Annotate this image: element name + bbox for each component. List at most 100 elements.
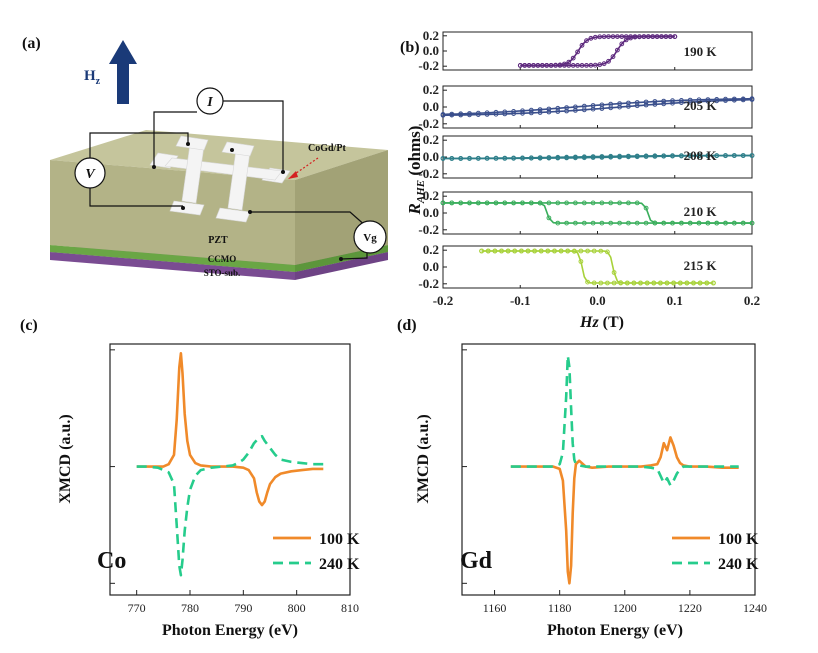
data-point <box>670 220 675 226</box>
data-point <box>592 34 598 40</box>
data-point <box>581 220 587 226</box>
data-point <box>599 154 605 159</box>
data-point <box>528 107 534 113</box>
panel-label-d: (d) <box>397 317 417 334</box>
data-point <box>585 248 590 254</box>
data-point <box>535 63 541 68</box>
panel-label-a: (a) <box>22 35 41 52</box>
data-point <box>591 280 597 286</box>
data-point <box>624 280 630 286</box>
d-element-label: Gd <box>460 548 493 574</box>
y-tick-label: 0.0 <box>423 43 439 58</box>
data-point <box>643 205 649 211</box>
data-point <box>449 200 455 206</box>
data-point <box>573 104 578 110</box>
data-point <box>571 248 577 254</box>
pointer-label: CoGd/Pt <box>308 143 346 154</box>
data-point <box>628 34 633 39</box>
data-point <box>610 54 616 60</box>
data-point <box>538 248 544 254</box>
data-point <box>663 34 669 39</box>
data-point <box>485 248 491 254</box>
y-tick-label: 0.0 <box>423 205 439 220</box>
data-point <box>617 200 622 206</box>
data-point <box>519 248 524 254</box>
data-point <box>511 155 516 161</box>
data-point <box>581 200 587 206</box>
x-tick-label: -0.1 <box>510 293 531 308</box>
data-point <box>475 155 481 161</box>
data-point <box>493 155 499 161</box>
data-point <box>643 220 649 226</box>
data-point <box>458 200 464 206</box>
data-point <box>564 154 569 160</box>
data-point <box>626 100 631 106</box>
data-point <box>552 248 557 254</box>
data-point <box>588 62 594 68</box>
x-tick-label: 770 <box>128 601 146 615</box>
data-point <box>704 280 710 286</box>
data-point <box>493 109 499 115</box>
y-tick-label: -0.2 <box>418 276 439 291</box>
data-point <box>565 248 571 254</box>
c-ylabel: XMCD (a.u.) <box>57 414 74 503</box>
data-point <box>670 153 675 159</box>
data-point <box>475 200 481 206</box>
data-point <box>641 34 647 39</box>
data-point <box>566 59 572 65</box>
data-point <box>484 110 490 116</box>
data-point <box>528 200 534 206</box>
data-point <box>492 248 498 254</box>
plot-frame <box>109 343 351 596</box>
data-point <box>458 111 464 117</box>
xmcd-gd-chart: 1160 1180 1200 1220 1240 100 K 240 K <box>461 343 767 615</box>
rahe-subplot-4: 0.2 0.0 -0.2 210 K <box>418 188 755 237</box>
data-point <box>528 155 534 161</box>
data-point <box>634 153 640 159</box>
data-point <box>532 248 537 254</box>
panel-c: (c) 770 780 790 800 810 100 K 240 K XMCD (a.u.… <box>20 317 360 639</box>
data-point <box>537 200 543 206</box>
data-point <box>601 34 607 40</box>
data-point <box>599 200 605 206</box>
data-point <box>714 153 720 159</box>
data-point <box>634 103 640 109</box>
temperature-label: 205 K <box>684 98 718 113</box>
data-point <box>740 220 746 226</box>
layer-label-pzt: PZT <box>208 235 228 246</box>
data-point <box>578 248 584 254</box>
data-point <box>714 97 720 102</box>
data-point <box>623 34 629 39</box>
data-point <box>526 63 532 68</box>
panel-label-c: (c) <box>20 317 38 334</box>
data-point <box>691 280 696 286</box>
data-point <box>696 153 702 159</box>
data-point <box>548 63 554 68</box>
data-point <box>687 153 693 159</box>
wiring <box>89 100 368 260</box>
data-point <box>592 62 598 68</box>
d-xlabel: Photon Energy (eV) <box>547 622 683 639</box>
data-point <box>705 220 711 226</box>
data-point <box>651 280 657 286</box>
data-point <box>467 111 472 116</box>
data-point <box>749 96 755 102</box>
x-tick-label: 1240 <box>743 601 767 615</box>
data-point <box>671 280 676 286</box>
data-point <box>575 49 580 55</box>
data-point <box>634 200 640 206</box>
data-point <box>511 200 516 206</box>
data-point <box>626 153 631 159</box>
data-point <box>546 200 552 206</box>
data-point <box>502 109 508 115</box>
data-point <box>723 220 728 226</box>
data-point <box>643 99 649 105</box>
gate-label: Vg <box>363 232 377 244</box>
data-point <box>590 200 596 206</box>
x-tick-label: 780 <box>181 601 199 615</box>
data-point <box>573 200 578 206</box>
data-point <box>667 34 673 39</box>
data-point <box>619 41 625 47</box>
